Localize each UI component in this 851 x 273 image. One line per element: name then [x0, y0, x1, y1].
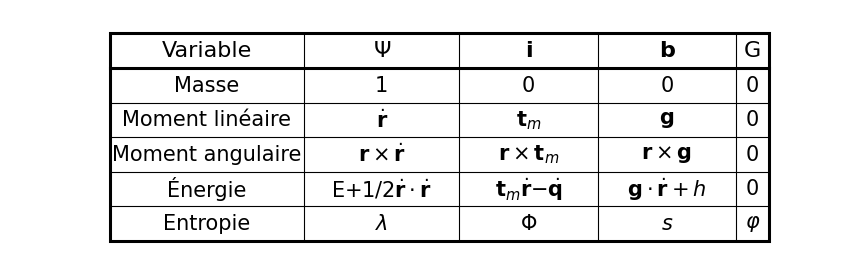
Text: 1: 1 [375, 76, 388, 96]
Text: $\mathbf{t}_m\dot{\mathbf{r}}{-}\dot{\mathbf{q}}$: $\mathbf{t}_m\dot{\mathbf{r}}{-}\dot{\ma… [494, 176, 563, 203]
Text: $\mathbf{g}$: $\mathbf{g}$ [660, 110, 675, 130]
Text: $\mathbf{r}\times\mathbf{t}_m$: $\mathbf{r}\times\mathbf{t}_m$ [498, 143, 559, 166]
Text: 0: 0 [660, 76, 674, 96]
Text: 0: 0 [746, 179, 759, 199]
Text: $\mathbf{r}\times\mathbf{g}$: $\mathbf{r}\times\mathbf{g}$ [642, 144, 693, 165]
Text: 0: 0 [746, 110, 759, 130]
Text: $\lambda$: $\lambda$ [375, 214, 388, 234]
Text: $\mathrm{E}{+}1/2\dot{\mathbf{r}}\cdot\dot{\mathbf{r}}$: $\mathrm{E}{+}1/2\dot{\mathbf{r}}\cdot\d… [331, 177, 432, 201]
Text: 0: 0 [746, 145, 759, 165]
Text: Moment angulaire: Moment angulaire [112, 145, 301, 165]
Text: $\mathbf{g}\cdot\dot{\mathbf{r}}+h$: $\mathbf{g}\cdot\dot{\mathbf{r}}+h$ [627, 176, 706, 203]
Text: $\mathbf{r}\times\dot{\mathbf{r}}$: $\mathbf{r}\times\dot{\mathbf{r}}$ [357, 143, 406, 166]
Text: $\mathbf{i}$: $\mathbf{i}$ [524, 41, 533, 61]
Text: $\mathbf{t}_m$: $\mathbf{t}_m$ [516, 109, 541, 132]
Text: Moment linéaire: Moment linéaire [123, 110, 291, 130]
Text: $\varphi$: $\varphi$ [745, 214, 761, 234]
Text: 0: 0 [746, 76, 759, 96]
Text: Variable: Variable [162, 41, 252, 61]
Text: Masse: Masse [174, 76, 240, 96]
Text: G: G [744, 41, 762, 61]
Text: $\dot{\mathbf{r}}$: $\dot{\mathbf{r}}$ [375, 109, 388, 132]
Text: Entropie: Entropie [163, 214, 250, 234]
Text: $\Phi$: $\Phi$ [520, 214, 537, 234]
Text: Énergie: Énergie [168, 177, 247, 201]
Text: $s$: $s$ [660, 214, 673, 234]
Text: $\mathbf{b}$: $\mathbf{b}$ [659, 41, 676, 61]
Text: 0: 0 [522, 76, 535, 96]
Text: $\Psi$: $\Psi$ [373, 41, 391, 61]
